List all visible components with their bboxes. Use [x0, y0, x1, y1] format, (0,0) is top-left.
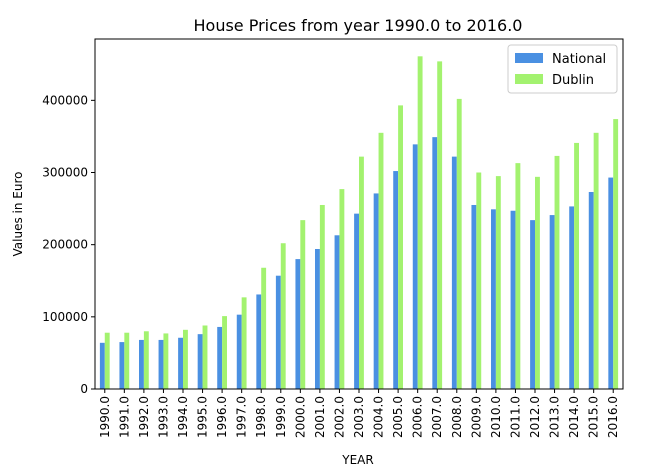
x-tick-label: 2000.0 [293, 396, 307, 438]
bar-dublin-2011.0 [515, 163, 521, 389]
x-tick-label: 1992.0 [137, 396, 151, 438]
bar-dublin-1998.0 [261, 267, 267, 389]
bar-national-1993.0 [158, 339, 164, 389]
x-tick-label: 2002.0 [332, 396, 346, 438]
bar-dublin-2013.0 [554, 155, 560, 389]
bar-dublin-1995.0 [202, 325, 208, 389]
x-tick-label: 1994.0 [176, 396, 190, 438]
legend-swatch-dublin [515, 74, 543, 84]
bar-dublin-1991.0 [124, 332, 130, 389]
bar-national-1996.0 [217, 326, 223, 389]
x-tick-label: 2011.0 [508, 396, 522, 438]
x-tick-label: 2003.0 [352, 396, 366, 438]
y-tick-label: 0 [80, 382, 88, 396]
bar-dublin-2010.0 [495, 176, 501, 389]
x-tick-label: 1997.0 [235, 396, 249, 438]
x-tick-label: 2010.0 [489, 396, 503, 438]
bar-national-2016.0 [608, 177, 614, 389]
bar-national-2010.0 [491, 209, 496, 389]
series-dublin [104, 56, 619, 390]
x-tick-label: 1990.0 [98, 396, 112, 438]
bar-dublin-2001.0 [319, 204, 325, 389]
bar-national-1992.0 [139, 339, 144, 389]
bar-dublin-2002.0 [339, 189, 345, 389]
bar-national-2005.0 [393, 171, 399, 389]
x-tick-label: 2005.0 [391, 396, 405, 438]
bar-dublin-2009.0 [476, 172, 482, 389]
bar-national-2012.0 [530, 220, 535, 389]
y-tick-label: 300000 [42, 166, 88, 180]
bar-dublin-2016.0 [613, 119, 619, 389]
x-tick-label: 2015.0 [587, 396, 601, 438]
y-tick-label: 200000 [42, 238, 88, 252]
x-tick-label: 2001.0 [313, 396, 327, 438]
x-axis-label: YEAR [341, 453, 373, 467]
legend: National Dublin [507, 44, 618, 94]
x-tick-label: 1999.0 [274, 396, 288, 438]
bar-national-1997.0 [236, 314, 242, 389]
bar-dublin-2004.0 [378, 132, 384, 389]
legend-swatch-national [515, 53, 543, 63]
bar-dublin-2005.0 [398, 105, 403, 389]
x-tick-label: 2016.0 [606, 396, 620, 438]
x-tick-label: 1998.0 [254, 396, 268, 438]
bar-national-2013.0 [549, 215, 555, 389]
x-tick-label: 2012.0 [528, 396, 542, 438]
bar-dublin-1997.0 [241, 297, 247, 389]
bar-dublin-2000.0 [300, 220, 306, 389]
bar-dublin-2003.0 [359, 156, 364, 389]
legend-label-national: National [552, 52, 606, 67]
series-national [99, 137, 614, 389]
bar-national-2007.0 [432, 137, 438, 389]
bar-national-1999.0 [275, 275, 281, 389]
y-axis-label: Values in Euro [11, 172, 25, 257]
bar-national-2015.0 [588, 191, 594, 389]
bar-dublin-2015.0 [593, 132, 599, 389]
x-tick-label: 2013.0 [548, 396, 562, 438]
bar-national-2000.0 [295, 259, 301, 389]
bar-national-2009.0 [471, 204, 477, 389]
bar-dublin-1992.0 [143, 331, 149, 389]
bar-national-2014.0 [569, 206, 575, 389]
x-tick-label: 2007.0 [430, 396, 444, 438]
bar-national-1991.0 [119, 342, 125, 389]
bar-dublin-1994.0 [183, 329, 188, 389]
x-tick-label: 2009.0 [469, 396, 483, 438]
bar-dublin-2012.0 [535, 176, 540, 389]
y-tick-label: 100000 [42, 310, 88, 324]
x-tick-label: 2004.0 [372, 396, 386, 438]
bar-national-1994.0 [178, 337, 183, 389]
bar-national-2001.0 [315, 249, 320, 389]
bar-national-2004.0 [373, 193, 379, 389]
bar-dublin-1996.0 [222, 316, 227, 389]
bar-dublin-2014.0 [574, 142, 579, 389]
y-tick-label: 400000 [42, 93, 88, 107]
bar-national-1998.0 [256, 294, 262, 389]
bar-dublin-2007.0 [437, 61, 443, 390]
x-tick-label: 1996.0 [215, 396, 229, 438]
bar-dublin-2006.0 [417, 56, 423, 389]
bar-national-2008.0 [451, 156, 457, 389]
bar-national-1990.0 [99, 342, 105, 389]
x-tick-label: 2006.0 [411, 396, 425, 438]
plot-area: 0 100000 200000 300000 400000 1990.0 1991.0 199… [42, 38, 624, 438]
chart-title: House Prices from year 1990.0 to 2016.0 [194, 16, 523, 35]
bar-dublin-1993.0 [163, 333, 169, 389]
x-tick-label: 1991.0 [117, 396, 131, 438]
bar-dublin-1990.0 [104, 332, 110, 389]
legend-label-dublin: Dublin [552, 73, 594, 88]
bar-dublin-2008.0 [456, 98, 462, 390]
bar-national-2002.0 [334, 235, 340, 389]
x-tick-label: 1995.0 [196, 396, 210, 438]
bar-national-2003.0 [354, 213, 359, 389]
x-tick-label: 1993.0 [156, 396, 170, 438]
bar-national-1995.0 [197, 334, 203, 389]
bar-national-2006.0 [412, 144, 418, 389]
bar-national-2011.0 [510, 210, 516, 389]
x-tick-label: 2008.0 [450, 396, 464, 438]
x-tick-label: 2014.0 [567, 396, 581, 438]
bar-dublin-1999.0 [280, 243, 286, 389]
